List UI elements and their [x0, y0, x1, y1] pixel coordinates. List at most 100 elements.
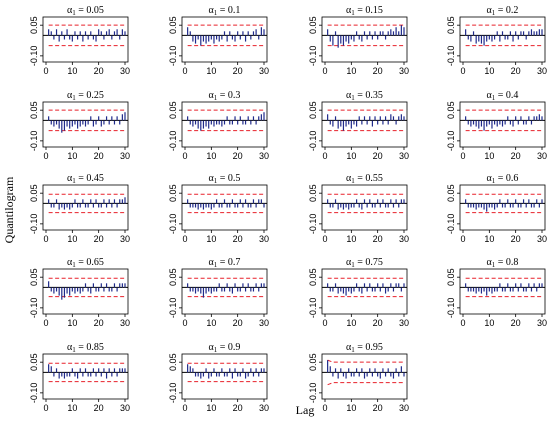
- panel-title: α1 = 0.9: [209, 342, 241, 354]
- y-tick-label: 0.05: [168, 101, 178, 119]
- x-tick-label: 0: [460, 234, 465, 244]
- x-tick-label: 0: [182, 403, 187, 413]
- x-tick-label: 20: [94, 151, 104, 161]
- x-tick-label: 30: [259, 66, 269, 76]
- panel-title-symbol: α: [487, 173, 493, 184]
- x-tick-label: 0: [182, 66, 187, 76]
- panel-frame: [42, 184, 129, 231]
- x-tick-label: 20: [233, 403, 243, 413]
- panel-title-subscript: 1: [351, 94, 355, 102]
- y-tick-label: -0.10: [168, 131, 178, 152]
- y-tick-label: -0.10: [308, 383, 318, 404]
- y-tick-label: 0.05: [168, 16, 178, 34]
- x-tick-label: 10: [67, 66, 77, 76]
- panel-title-value: = 0.35: [355, 90, 383, 101]
- y-tick-label: -0.10: [168, 214, 178, 235]
- panel-frame: [459, 101, 546, 148]
- x-tick-label: 10: [346, 234, 356, 244]
- panel-title-symbol: α: [209, 342, 215, 353]
- x-tick-label: 0: [322, 234, 327, 244]
- panel-title-subscript: 1: [72, 261, 76, 269]
- panel-title-value: = 0.85: [76, 342, 104, 353]
- panel-frame: [181, 353, 268, 400]
- panel-title-subscript: 1: [351, 261, 355, 269]
- x-tick-label: 0: [182, 234, 187, 244]
- panel-title-symbol: α: [67, 342, 73, 353]
- x-tick-label: 0: [322, 66, 327, 76]
- panel-title-subscript: 1: [72, 346, 76, 354]
- panel-title-value: = 0.45: [76, 173, 104, 184]
- panel-title-symbol: α: [346, 257, 352, 268]
- panel-title: α1 = 0.5: [209, 173, 241, 185]
- y-tick-label: 0.05: [446, 184, 456, 202]
- y-tick-label: -0.10: [29, 214, 39, 235]
- x-tick-label: 20: [94, 403, 104, 413]
- panel: α1 = 0.6 0.05 -0.10 0 10 20 30: [446, 173, 547, 244]
- y-tick-label: 0.05: [308, 184, 318, 202]
- panel-title-subscript: 1: [72, 177, 76, 185]
- panel-title: α1 = 0.3: [209, 90, 241, 102]
- x-tick-label: 10: [206, 151, 216, 161]
- x-tick-label: 10: [206, 318, 216, 328]
- panel-title: α1 = 0.7: [209, 257, 241, 269]
- panel-title: α1 = 0.35: [346, 90, 383, 102]
- panel-title: α1 = 0.85: [67, 342, 104, 354]
- x-tick-label: 0: [460, 66, 465, 76]
- y-tick-label: 0.05: [29, 101, 39, 119]
- panel-title-subscript: 1: [492, 94, 496, 102]
- x-tick-label: 30: [399, 66, 409, 76]
- x-tick-label: 20: [511, 151, 521, 161]
- panel: α1 = 0.45 0.05 -0.10 0 10 20 30: [29, 173, 130, 244]
- panel: α1 = 0.3 0.05 -0.10 0 10 20 30: [168, 90, 269, 161]
- y-tick-label: -0.10: [446, 46, 456, 67]
- x-tick-label: 30: [120, 318, 130, 328]
- x-tick-label: 30: [399, 151, 409, 161]
- x-tick-label: 30: [120, 66, 130, 76]
- x-tick-label: 0: [182, 151, 187, 161]
- panel-frame: [42, 16, 129, 63]
- lower-band: [327, 382, 404, 386]
- panel-title-value: = 0.6: [495, 173, 518, 184]
- panel-title: α1 = 0.65: [67, 257, 104, 269]
- x-tick-label: 0: [322, 403, 327, 413]
- y-tick-label: -0.10: [168, 383, 178, 404]
- panel-title: α1 = 0.55: [346, 173, 383, 185]
- panel: α1 = 0.5 0.05 -0.10 0 10 20 30: [168, 173, 269, 244]
- panel-title-value: = 0.2: [495, 5, 518, 16]
- panel-title-value: = 0.55: [355, 173, 383, 184]
- x-tick-label: 30: [120, 403, 130, 413]
- y-tick-label: -0.10: [308, 214, 318, 235]
- panel-title-symbol: α: [209, 257, 215, 268]
- x-tick-label: 20: [511, 66, 521, 76]
- panel-title-subscript: 1: [492, 9, 496, 17]
- panel-title: α1 = 0.2: [487, 5, 519, 17]
- x-tick-label: 0: [43, 234, 48, 244]
- panel: α1 = 0.55 0.05 -0.10 0 10 20 30: [308, 173, 409, 244]
- panel-title-value: = 0.75: [355, 257, 383, 268]
- panel-frame: [42, 353, 129, 400]
- x-tick-label: 10: [484, 151, 494, 161]
- panel-title-value: = 0.15: [355, 5, 383, 16]
- panel-frame: [321, 268, 408, 315]
- y-tick-label: -0.10: [168, 298, 178, 319]
- x-tick-label: 20: [373, 234, 383, 244]
- x-tick-label: 20: [233, 151, 243, 161]
- x-tick-label: 30: [399, 318, 409, 328]
- x-tick-label: 20: [511, 234, 521, 244]
- x-tick-label: 30: [259, 318, 269, 328]
- panel-frame: [181, 184, 268, 231]
- x-tick-label: 10: [206, 403, 216, 413]
- panel-title-value: = 0.7: [217, 257, 240, 268]
- x-tick-label: 20: [373, 151, 383, 161]
- panel-frame: [459, 16, 546, 63]
- y-tick-label: 0.05: [168, 268, 178, 286]
- panel: α1 = 0.8 0.05 -0.10 0 10 20 30: [446, 257, 547, 328]
- x-tick-label: 30: [259, 151, 269, 161]
- panel-title-value: = 0.3: [217, 90, 240, 101]
- panel-title-value: = 0.5: [217, 173, 240, 184]
- panel: α1 = 0.95 0.05 -0.10 0 10 20 30: [308, 342, 409, 413]
- panel-title: α1 = 0.6: [487, 173, 519, 185]
- y-tick-label: 0.05: [308, 16, 318, 34]
- panel-title-subscript: 1: [214, 346, 218, 354]
